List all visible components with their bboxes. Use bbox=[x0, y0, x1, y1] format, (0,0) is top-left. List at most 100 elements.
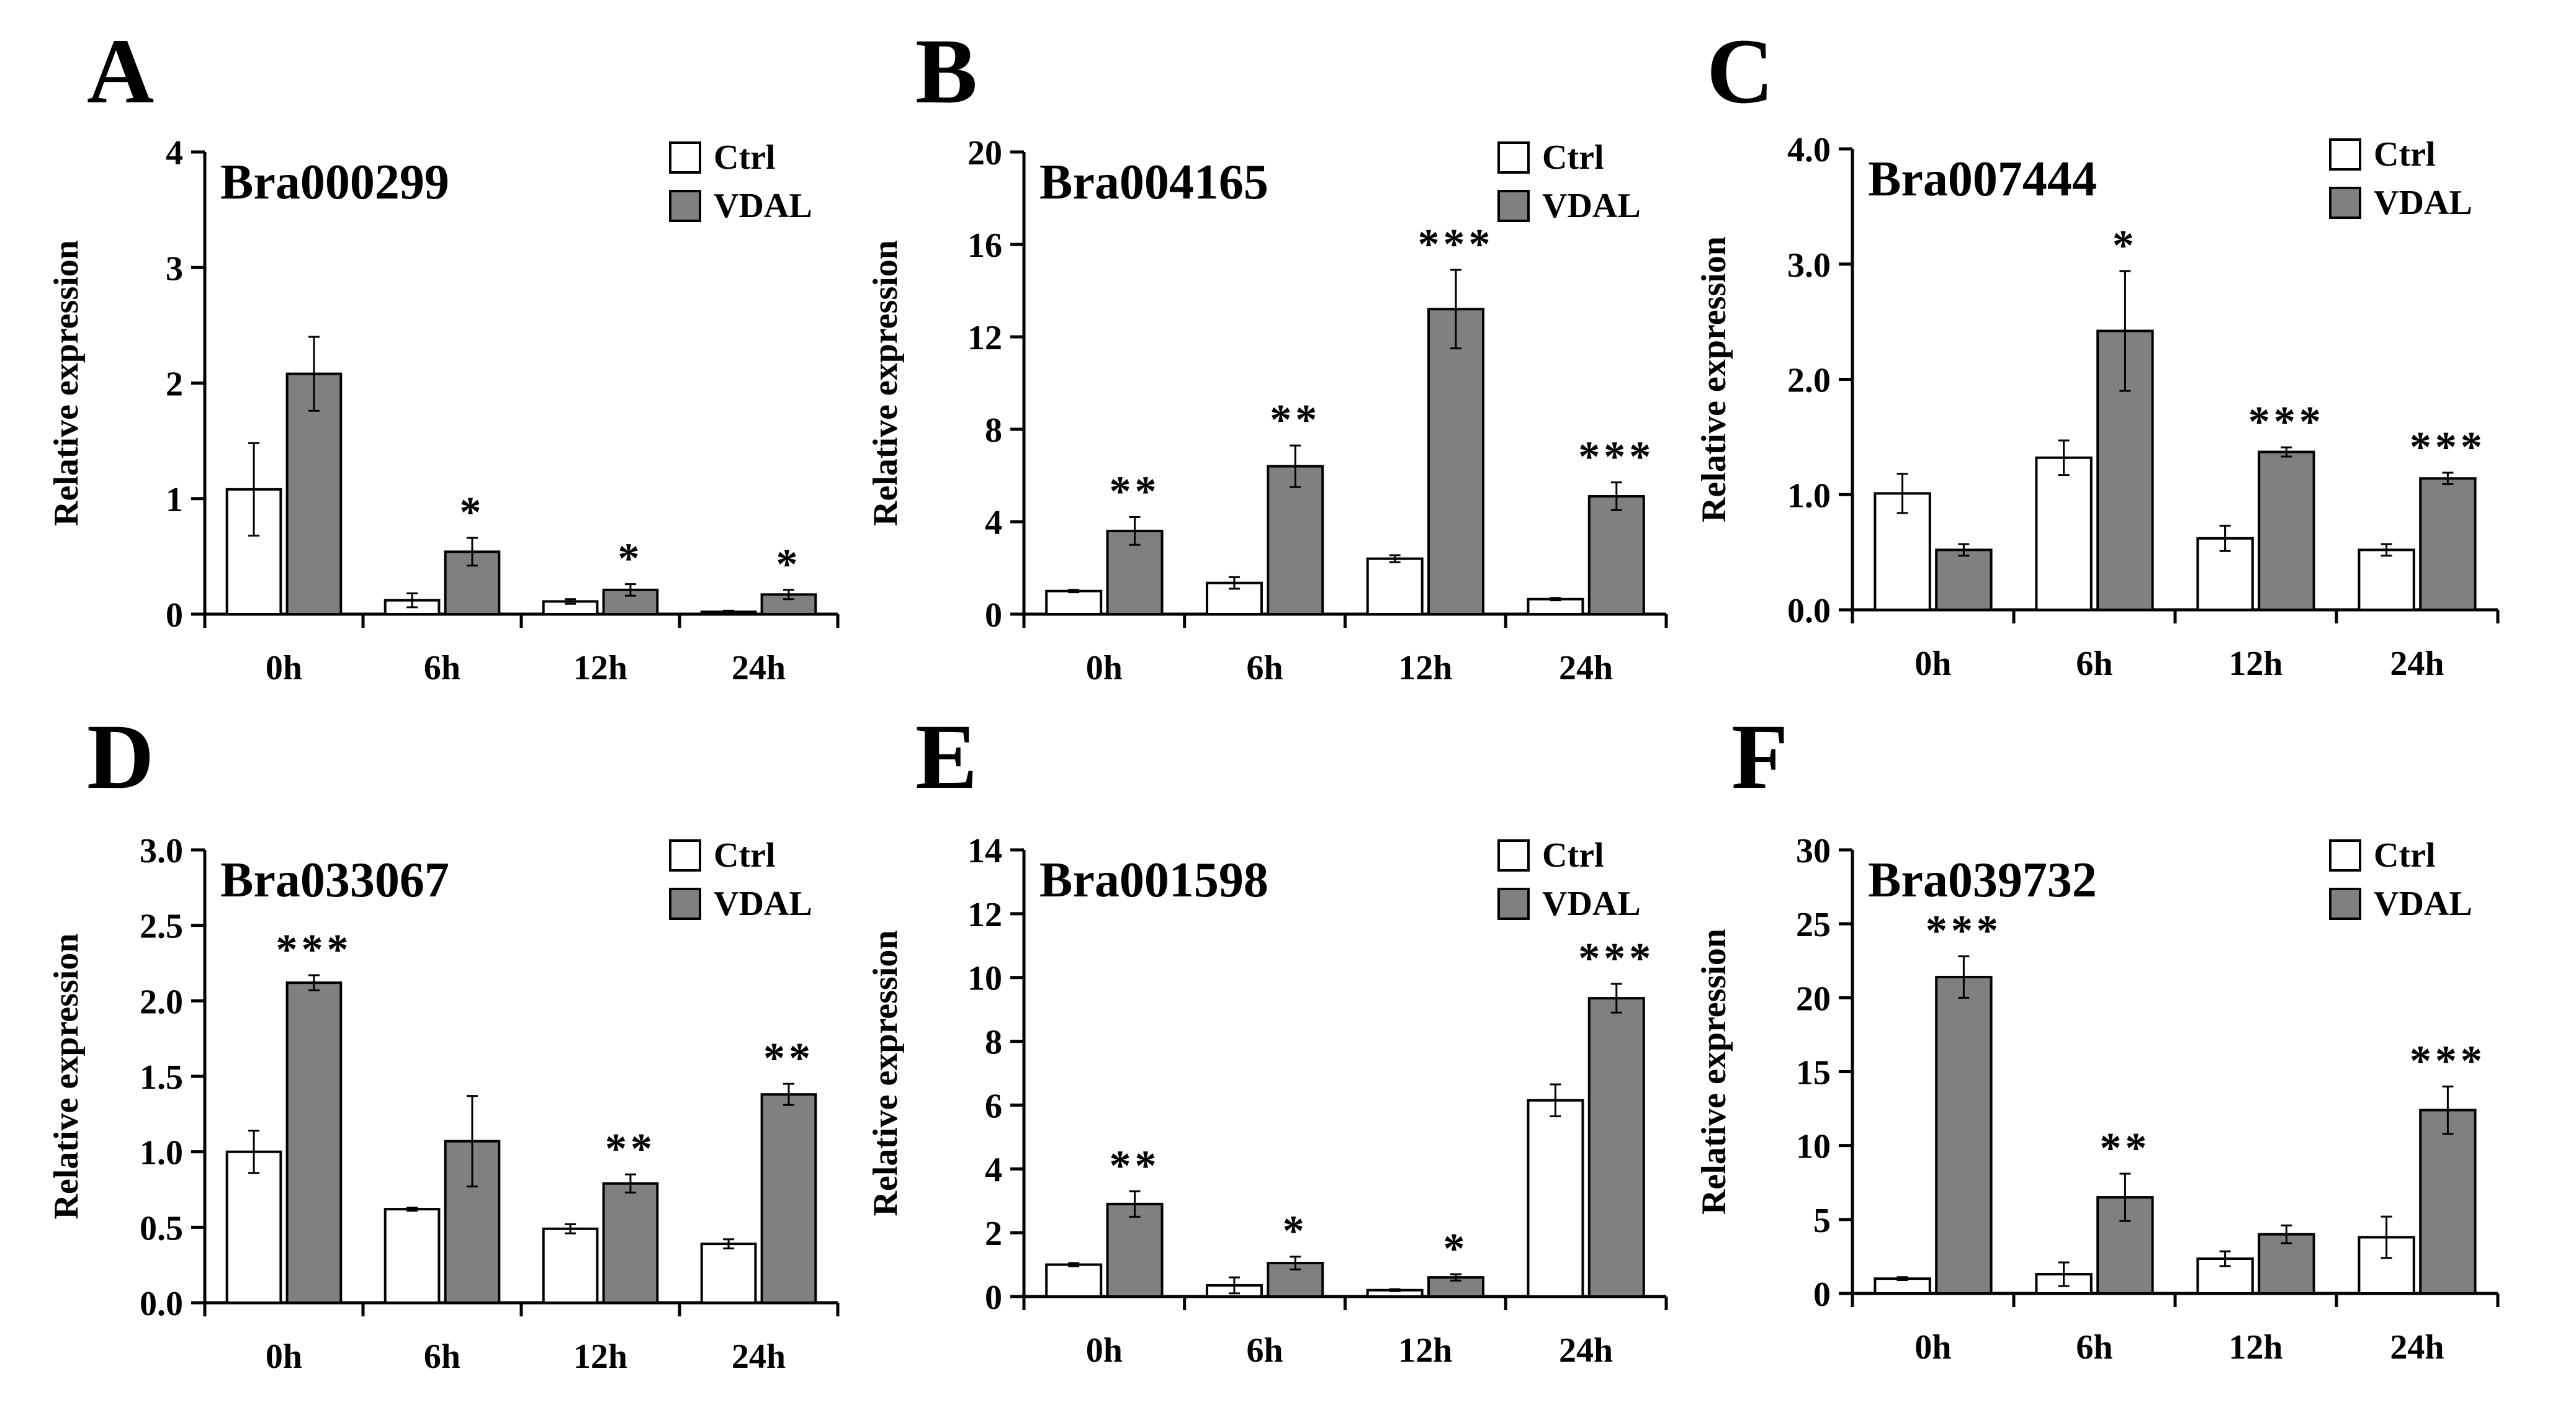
x-tick-label: 12h bbox=[573, 649, 627, 687]
y-tick-label: 1 bbox=[166, 481, 183, 519]
legend-label: VDAL bbox=[714, 885, 812, 923]
y-tick-label: 12 bbox=[967, 896, 1002, 934]
legend-label: Ctrl bbox=[714, 138, 776, 177]
x-tick-label: 12h bbox=[2228, 1328, 2282, 1367]
significance-marker: ** bbox=[1270, 396, 1321, 444]
y-tick-label: 3.0 bbox=[1787, 246, 1831, 285]
bar-vdal bbox=[2258, 1233, 2315, 1295]
bar-vdal bbox=[1427, 1276, 1485, 1298]
bar-ctrl bbox=[1366, 557, 1424, 615]
significance-marker: *** bbox=[1926, 908, 2002, 955]
bar-vdal bbox=[2258, 450, 2315, 612]
panel-e: E Bra001598 0 2 4 6 8 10 12 14 Relative expression… bbox=[866, 705, 1668, 1370]
bar-vdal bbox=[2419, 1109, 2477, 1295]
y-axis-label: Relative expression bbox=[1695, 236, 1733, 522]
gene-title: Bra004165 bbox=[1039, 155, 1268, 210]
legend-label: Ctrl bbox=[714, 836, 776, 875]
y-tick-label: 1.5 bbox=[140, 1058, 183, 1097]
bar-ctrl bbox=[384, 1208, 441, 1304]
gene-title: Bra000299 bbox=[220, 155, 449, 210]
y-tick-label: 8 bbox=[985, 411, 1002, 450]
x-tick-label: 6h bbox=[424, 1337, 460, 1376]
bar-vdal bbox=[1106, 1202, 1164, 1298]
legend-label: Ctrl bbox=[1542, 836, 1604, 875]
y-axis-label: Relative expression bbox=[47, 934, 86, 1220]
x-tick-label: 0h bbox=[1086, 649, 1123, 687]
x-tick-label: 24h bbox=[732, 649, 786, 687]
y-tick-label: 2 bbox=[166, 365, 183, 404]
y-axis-label: Relative expression bbox=[866, 240, 905, 526]
y-tick-label: 3.0 bbox=[140, 832, 183, 870]
x-tick-label: 24h bbox=[1559, 1331, 1613, 1370]
legend-label: VDAL bbox=[1542, 187, 1641, 225]
y-tick-label: 25 bbox=[1796, 906, 1831, 944]
significance-marker: *** bbox=[2248, 398, 2325, 446]
bar-vdal bbox=[1935, 975, 1993, 1295]
y-tick-label: 0 bbox=[985, 1279, 1002, 1317]
y-tick-label: 2.0 bbox=[140, 983, 183, 1021]
significance-marker: *** bbox=[276, 926, 352, 974]
y-tick-label: 0.0 bbox=[140, 1285, 183, 1323]
y-tick-label: 16 bbox=[967, 226, 1002, 265]
significance-marker: ** bbox=[605, 1125, 656, 1173]
bar-ctrl bbox=[225, 1150, 282, 1304]
x-tick-label: 6h bbox=[1247, 649, 1283, 687]
bar-vdal bbox=[760, 1093, 817, 1304]
legend-swatch-ctrl bbox=[1497, 141, 1530, 174]
panel-d: D Bra033067 0.0 0.5 1.0 1.5 2.0 2.5 3.0 Relative … bbox=[47, 705, 840, 1376]
y-tick-label: 20 bbox=[1796, 980, 1831, 1018]
x-tick-label: 6h bbox=[424, 649, 460, 687]
gene-title: Bra039732 bbox=[1868, 853, 2097, 908]
significance-marker: *** bbox=[2410, 424, 2486, 471]
y-tick-label: 4 bbox=[985, 1151, 1002, 1189]
panel-letter: D bbox=[87, 705, 154, 808]
y-axis-label: Relative expression bbox=[1695, 929, 1733, 1215]
y-axis-label: Relative expression bbox=[47, 240, 86, 526]
y-tick-label: 12 bbox=[967, 319, 1002, 357]
x-tick-label: 24h bbox=[732, 1337, 786, 1376]
legend-swatch-vdal bbox=[2329, 888, 2361, 920]
bar-vdal bbox=[285, 981, 343, 1304]
panel-letter: B bbox=[915, 20, 977, 123]
y-tick-label: 4.0 bbox=[1787, 131, 1831, 169]
x-tick-label: 24h bbox=[2390, 645, 2444, 683]
y-tick-label: 10 bbox=[1796, 1128, 1831, 1166]
significance-marker: * bbox=[1283, 1208, 1308, 1256]
bar-ctrl bbox=[1527, 1099, 1584, 1298]
significance-marker: * bbox=[1443, 1225, 1469, 1273]
x-tick-label: 24h bbox=[1559, 649, 1613, 687]
y-tick-label: 3 bbox=[166, 249, 183, 288]
legend-label: VDAL bbox=[2374, 885, 2472, 923]
panel-letter: A bbox=[87, 20, 154, 123]
x-tick-label: 0h bbox=[266, 649, 302, 687]
significance-marker: ** bbox=[1110, 1142, 1160, 1190]
significance-marker: * bbox=[776, 541, 801, 589]
y-tick-label: 0 bbox=[1813, 1275, 1831, 1314]
y-tick-label: 2.0 bbox=[1787, 362, 1831, 400]
bar-vdal bbox=[2419, 477, 2477, 611]
significance-marker: ** bbox=[2099, 1125, 2150, 1172]
legend-swatch-ctrl bbox=[2329, 138, 2361, 171]
gene-title: Bra007444 bbox=[1868, 152, 2097, 207]
panel-letter: E bbox=[915, 705, 977, 808]
x-tick-label: 12h bbox=[1398, 1331, 1452, 1370]
legend-label: Ctrl bbox=[2374, 135, 2436, 174]
legend-swatch-vdal bbox=[1497, 190, 1530, 222]
significance-marker: *** bbox=[2410, 1037, 2486, 1085]
legend-swatch-vdal bbox=[2329, 187, 2361, 219]
bar-vdal bbox=[1267, 465, 1324, 615]
x-tick-label: 24h bbox=[2390, 1328, 2444, 1367]
gene-title: Bra033067 bbox=[220, 853, 449, 908]
y-tick-label: 14 bbox=[967, 832, 1002, 870]
legend-swatch-ctrl bbox=[2329, 839, 2361, 872]
bar-ctrl bbox=[1527, 597, 1584, 615]
panel-b: B Bra004165 0 4 8 12 16 20 Relative expression **… bbox=[866, 20, 1668, 687]
y-tick-label: 2.5 bbox=[140, 908, 183, 946]
gene-title: Bra001598 bbox=[1039, 853, 1268, 908]
bar-vdal bbox=[1427, 308, 1485, 615]
bar-vdal bbox=[1587, 997, 1645, 1298]
legend-swatch-vdal bbox=[669, 888, 701, 920]
y-tick-label: 0 bbox=[985, 596, 1002, 635]
bar-ctrl bbox=[1045, 1263, 1103, 1298]
legend-label: VDAL bbox=[2374, 184, 2472, 222]
